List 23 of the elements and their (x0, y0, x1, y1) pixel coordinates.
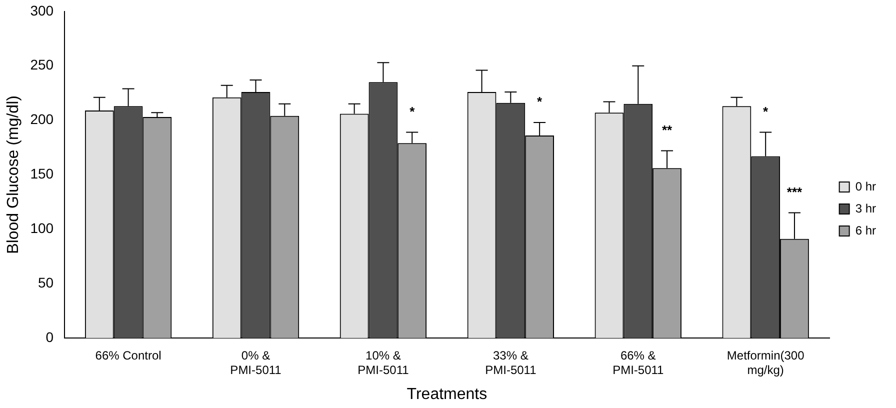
annotation: * (763, 104, 770, 119)
y-axis-title: Blood Glucose (mg/dl) (5, 96, 22, 254)
x-axis-title: Treatments (406, 386, 488, 403)
y-tick-label: 100 (30, 220, 54, 236)
x-tick-label: 66% Control (95, 348, 162, 363)
annotation: * (410, 104, 416, 119)
legend-label: 3 hr (855, 201, 876, 216)
annotation: *** (786, 184, 804, 200)
y-tick-label: 250 (30, 56, 54, 73)
annotation: ** (662, 122, 674, 138)
annotation: * (537, 94, 544, 110)
y-tick-label: 200 (30, 111, 54, 128)
y-tick-label: 150 (30, 166, 54, 182)
x-tick-label: Metformin(300 mg/kg) (726, 348, 805, 377)
legend-label: 0 hr (855, 179, 876, 194)
x-tick-label: 10% & PMI-5011 (358, 348, 410, 377)
y-tick-label: 300 (30, 2, 54, 18)
y-tick-label: 0 (46, 328, 54, 345)
legend-label: 6 hr (855, 223, 876, 238)
y-tick-label: 50 (38, 274, 54, 290)
x-tick-label: 66% & PMI-5011 (612, 348, 664, 377)
x-tick-label: 0% & PMI-5011 (230, 348, 282, 377)
x-tick-label: 33% & PMI-5011 (485, 348, 537, 377)
